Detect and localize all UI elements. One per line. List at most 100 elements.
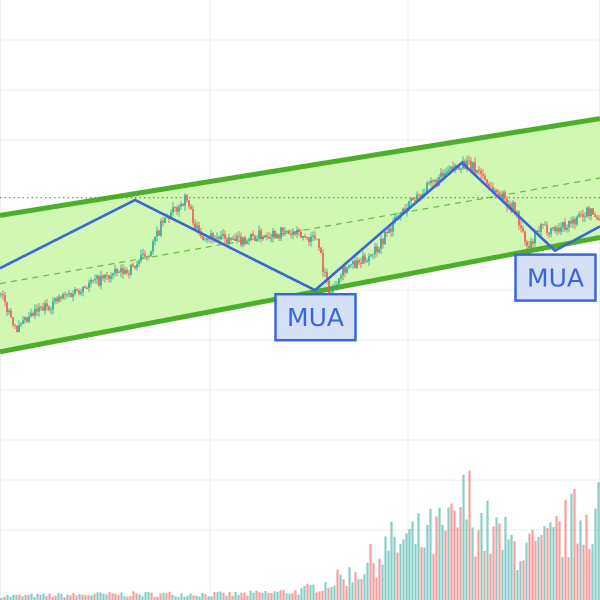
candle-body bbox=[172, 207, 174, 213]
candle-body bbox=[402, 208, 404, 213]
candle-body bbox=[42, 307, 44, 311]
candle-body bbox=[6, 301, 8, 313]
volume-bar bbox=[408, 528, 411, 600]
volume-bar bbox=[519, 561, 522, 600]
candle-body bbox=[500, 195, 502, 201]
volume-bar bbox=[510, 534, 513, 600]
channel-fill bbox=[0, 118, 600, 352]
candle-body bbox=[224, 233, 226, 239]
candle-body bbox=[284, 230, 286, 232]
candle-body bbox=[12, 317, 14, 325]
candle-body bbox=[294, 232, 296, 235]
volume-bar bbox=[117, 595, 120, 600]
candle-body bbox=[364, 255, 366, 262]
candle-body bbox=[184, 195, 186, 206]
candle-body bbox=[150, 251, 152, 257]
mua-label-text: MUA bbox=[527, 264, 584, 293]
volume-bar bbox=[93, 593, 96, 600]
candle-body bbox=[138, 260, 140, 265]
candle-body bbox=[266, 235, 268, 237]
candle-body bbox=[280, 227, 282, 239]
volume-bar bbox=[243, 592, 246, 600]
volume-bar bbox=[309, 585, 312, 600]
candle-body bbox=[490, 186, 492, 188]
volume-bar bbox=[27, 594, 30, 600]
candle-body bbox=[54, 298, 56, 302]
candle-body bbox=[60, 296, 62, 299]
volume-bar bbox=[420, 547, 423, 600]
candle-body bbox=[472, 162, 474, 171]
candle-body bbox=[598, 218, 600, 220]
candle-body bbox=[324, 271, 326, 273]
volume-bar bbox=[96, 592, 99, 600]
candle-body bbox=[22, 320, 24, 324]
mua-label-text: MUA bbox=[287, 303, 344, 332]
candle-body bbox=[544, 224, 546, 226]
volume-bar bbox=[201, 592, 204, 600]
candle-body bbox=[120, 268, 122, 273]
candle-body bbox=[312, 235, 314, 237]
candle-body bbox=[300, 231, 302, 238]
candle-body bbox=[46, 303, 48, 307]
volume-bar bbox=[390, 521, 393, 600]
candle-body bbox=[292, 232, 294, 235]
volume-bar bbox=[591, 544, 594, 600]
volume-bar bbox=[588, 548, 591, 600]
candle-body bbox=[546, 224, 548, 233]
volume-bar bbox=[126, 596, 129, 600]
volume-bar bbox=[258, 592, 261, 600]
volume-bar bbox=[39, 594, 42, 600]
candle-body bbox=[310, 236, 312, 242]
volume-bar bbox=[57, 593, 60, 600]
volume-bar bbox=[447, 507, 450, 600]
volume-bar bbox=[315, 592, 318, 600]
volume-bar bbox=[594, 508, 597, 600]
volume-bar bbox=[348, 567, 351, 600]
candle-body bbox=[448, 169, 450, 172]
candle-body bbox=[250, 233, 252, 240]
candle-body bbox=[594, 214, 596, 217]
volume-bar bbox=[546, 527, 549, 600]
candle-body bbox=[268, 236, 270, 239]
pattern-labels: MUA MUA bbox=[274, 253, 597, 342]
candle-body bbox=[468, 160, 470, 162]
candle-body bbox=[412, 197, 414, 201]
candle-body bbox=[204, 239, 206, 241]
candle-body bbox=[432, 180, 434, 182]
candle-body bbox=[248, 239, 250, 241]
candle-body bbox=[496, 190, 498, 193]
volume-bars bbox=[0, 470, 600, 600]
candle-body bbox=[186, 195, 188, 201]
volume-bar bbox=[138, 594, 141, 600]
volume-bar bbox=[237, 594, 240, 600]
candle-body bbox=[72, 293, 74, 297]
volume-bar bbox=[153, 596, 156, 600]
volume-bar bbox=[144, 591, 147, 600]
candle-body bbox=[518, 211, 520, 226]
candle-body bbox=[396, 216, 398, 218]
candle-body bbox=[498, 192, 500, 196]
candle-body bbox=[256, 238, 258, 242]
volume-bar bbox=[195, 595, 198, 600]
volume-bar bbox=[303, 585, 306, 600]
channel-upper-line bbox=[0, 116, 600, 218]
volume-bar bbox=[570, 493, 573, 600]
volume-bar bbox=[369, 544, 372, 600]
candle-body bbox=[18, 324, 20, 333]
volume-bar bbox=[516, 570, 519, 600]
candle-body bbox=[354, 260, 356, 268]
volume-bar bbox=[501, 549, 504, 600]
candle-body bbox=[40, 306, 42, 308]
volume-bar bbox=[111, 593, 114, 600]
candle-body bbox=[62, 294, 64, 299]
candle-body bbox=[240, 236, 242, 246]
volume-bar bbox=[60, 593, 63, 600]
candle-body bbox=[588, 207, 590, 216]
volume-bar bbox=[36, 593, 39, 600]
candle-body bbox=[32, 312, 34, 316]
volume-bar bbox=[387, 550, 390, 600]
volume-bar bbox=[78, 593, 81, 600]
candle-body bbox=[92, 279, 94, 281]
candle-body bbox=[446, 171, 448, 173]
candle-body bbox=[540, 224, 542, 232]
